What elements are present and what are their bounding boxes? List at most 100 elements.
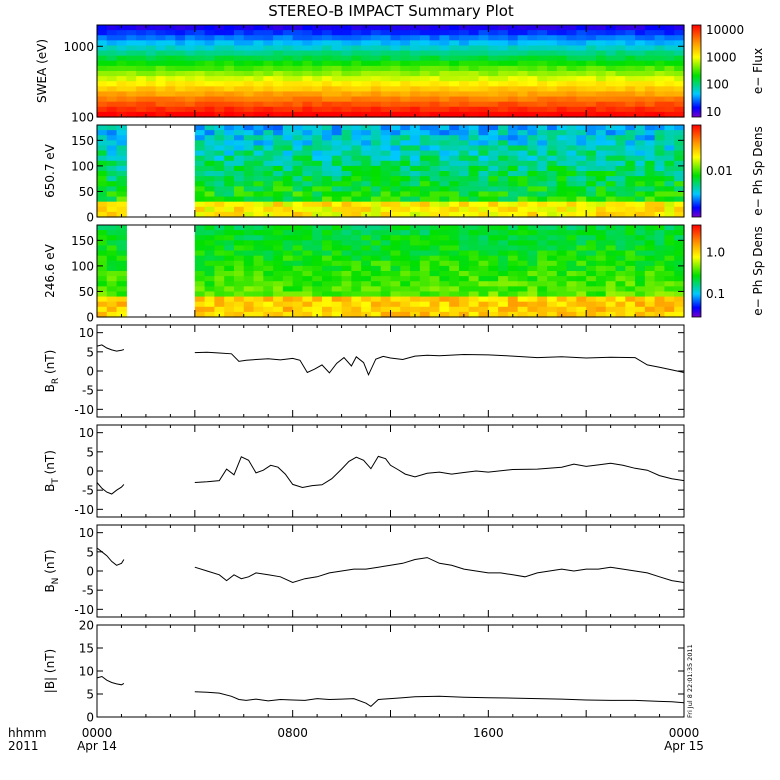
y-tick-label: -5 xyxy=(82,584,94,598)
heatmap-cell xyxy=(233,40,245,47)
heatmap-cell xyxy=(458,186,470,193)
heatmap-cell xyxy=(175,55,186,62)
heatmap-cell xyxy=(488,255,499,262)
heatmap-cell xyxy=(615,235,626,241)
heatmap-cell xyxy=(674,55,685,62)
heatmap-cell xyxy=(478,150,489,157)
heatmap-cell xyxy=(419,86,431,93)
heatmap-cell xyxy=(537,196,548,203)
heatmap-cell xyxy=(322,101,333,108)
heatmap-cell xyxy=(595,65,607,72)
heatmap-cell xyxy=(233,230,245,236)
heatmap-cell xyxy=(370,296,382,303)
heatmap-cell xyxy=(595,201,607,208)
heatmap-cell xyxy=(605,171,617,177)
heatmap-cell xyxy=(429,255,441,262)
heatmap-cell xyxy=(595,311,607,318)
y-tick-label: -10 xyxy=(74,503,94,517)
heatmap-cell xyxy=(517,240,529,247)
heatmap-cell xyxy=(116,276,127,282)
heatmap-cell xyxy=(664,101,675,108)
heatmap-cell xyxy=(390,311,401,318)
heatmap-cell xyxy=(664,306,675,313)
heatmap-cell xyxy=(507,45,519,52)
heatmap-cell xyxy=(263,45,274,52)
heatmap-cell xyxy=(449,40,460,47)
heatmap-cell xyxy=(322,240,333,247)
heatmap-cell xyxy=(155,76,167,82)
heatmap-cell xyxy=(625,165,636,172)
heatmap-cell xyxy=(136,86,147,93)
heatmap-cell xyxy=(537,245,548,252)
heatmap-cell xyxy=(586,60,597,67)
heatmap-cell xyxy=(547,201,558,208)
heatmap-cell xyxy=(586,201,597,208)
heatmap-cell xyxy=(625,250,636,257)
heatmap-cell xyxy=(468,165,480,172)
heatmap-cell xyxy=(498,111,509,118)
heatmap-cell xyxy=(194,96,206,103)
heatmap-cell xyxy=(253,71,264,77)
heatmap-cell xyxy=(263,150,274,157)
heatmap-cell xyxy=(224,301,235,308)
heatmap-cell xyxy=(214,206,225,213)
heatmap-cell xyxy=(273,201,284,208)
heatmap-cell xyxy=(361,171,372,177)
heatmap-cell xyxy=(97,165,108,172)
heatmap-cell xyxy=(292,301,304,308)
heatmap-cell xyxy=(507,201,519,208)
heatmap-cell xyxy=(282,240,294,247)
heatmap-cell xyxy=(273,81,284,87)
heatmap-cell xyxy=(517,286,529,293)
heatmap-cell xyxy=(605,296,617,303)
heatmap-cell xyxy=(351,91,362,98)
heatmap-cell xyxy=(97,35,108,41)
heatmap-cell xyxy=(527,240,538,247)
heatmap-cell xyxy=(224,276,235,282)
heatmap-cell xyxy=(468,150,480,157)
heatmap-cell xyxy=(449,65,460,72)
heatmap-cell xyxy=(537,91,548,98)
heatmap-cell xyxy=(341,291,352,298)
heatmap-cell xyxy=(331,276,343,282)
heatmap-cell xyxy=(175,25,186,31)
heatmap-cell xyxy=(449,111,460,118)
heatmap-cell xyxy=(165,65,176,72)
heatmap-cell xyxy=(292,145,304,152)
heatmap-cell xyxy=(312,86,323,93)
heatmap-cell xyxy=(253,296,264,303)
heatmap-cell xyxy=(595,276,607,282)
heatmap-cell xyxy=(331,296,343,303)
heatmap-cell xyxy=(547,55,558,62)
heatmap-cell xyxy=(233,235,245,241)
heatmap-cell xyxy=(537,35,548,41)
heatmap-cell xyxy=(302,155,313,162)
heatmap-cell xyxy=(204,245,215,252)
heatmap-cell xyxy=(556,176,568,182)
heatmap-cell xyxy=(390,30,401,36)
heatmap-cell xyxy=(664,301,675,308)
heatmap-cell xyxy=(214,50,225,57)
heatmap-cell xyxy=(625,140,636,147)
heatmap-cell xyxy=(674,111,685,118)
heatmap-cell xyxy=(566,211,577,218)
heatmap-cell xyxy=(644,201,656,208)
heatmap-cell xyxy=(194,35,206,41)
heatmap-cell xyxy=(243,135,255,141)
heatmap-cell xyxy=(586,206,597,213)
heatmap-cell xyxy=(537,171,548,177)
heatmap-cell xyxy=(654,250,666,257)
heatmap-cell xyxy=(674,291,685,298)
heatmap-cell xyxy=(635,96,646,103)
heatmap-cell xyxy=(97,301,108,308)
heatmap-cell xyxy=(488,240,499,247)
heatmap-cell xyxy=(273,91,284,98)
heatmap-cell xyxy=(547,245,558,252)
heatmap-cell xyxy=(380,260,392,267)
heatmap-cell xyxy=(517,291,529,298)
heatmap-cell xyxy=(664,311,675,318)
heatmap-cell xyxy=(292,255,304,262)
heatmap-cell xyxy=(458,130,470,136)
heatmap-cell xyxy=(204,276,215,282)
heatmap-cell xyxy=(322,286,333,293)
